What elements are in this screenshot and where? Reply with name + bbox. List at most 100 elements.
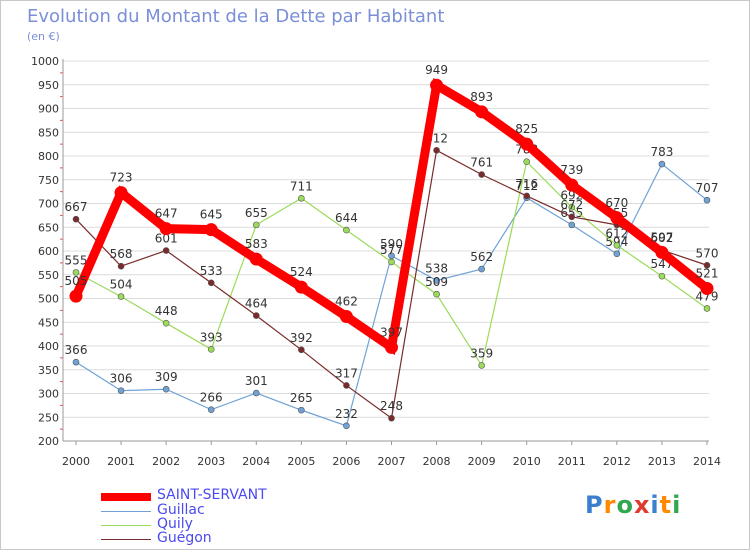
data-label-guillac: 301	[245, 374, 268, 388]
chart-unit-label: (en €)	[27, 30, 60, 43]
data-point-saint-servant	[385, 340, 398, 354]
data-point-quily	[72, 269, 80, 276]
chart-title: Evolution du Montant de la Dette par Hab…	[27, 6, 445, 27]
data-label-quily: 555	[65, 253, 88, 267]
data-point-quily	[252, 221, 260, 229]
y-tick-label: 800	[38, 150, 59, 163]
data-label-quily: 359	[470, 346, 493, 360]
x-tick-label: 2010	[513, 455, 541, 468]
data-label-guillac: 538	[425, 261, 448, 275]
data-label-guegon: 716	[515, 177, 538, 191]
data-label-guegon: 602	[650, 231, 673, 245]
data-point-quily	[162, 319, 170, 327]
data-label-guillac: 655	[560, 206, 583, 220]
data-label-saint-servant: 524	[290, 265, 313, 279]
x-tick-label: 2000	[62, 455, 90, 468]
data-label-saint-servant: 825	[515, 122, 538, 136]
data-point-guegon	[343, 382, 350, 389]
data-point-guillac	[478, 265, 485, 273]
data-label-guillac: 783	[650, 145, 673, 159]
data-point-guegon	[298, 346, 305, 354]
data-label-quily: 655	[245, 206, 268, 220]
data-label-saint-servant: 505	[65, 274, 88, 288]
data-label-quily: 393	[200, 330, 223, 344]
data-label-saint-servant: 645	[200, 208, 223, 222]
data-point-guillac	[658, 160, 666, 168]
data-point-guillac	[613, 250, 621, 258]
proxiti-logo: Proxiti	[585, 491, 681, 519]
logo-letter: i	[672, 491, 682, 519]
data-label-quily: 509	[425, 275, 448, 289]
data-label-guegon: 568	[110, 247, 133, 261]
data-point-quily	[343, 226, 350, 234]
data-point-saint-servant	[655, 245, 669, 259]
logo-letter: P	[585, 491, 604, 519]
data-label-saint-servant: 647	[155, 207, 178, 221]
data-point-quily	[568, 204, 576, 211]
data-label-guegon: 317	[335, 366, 358, 380]
data-point-quily	[658, 272, 666, 280]
data-point-guillac	[252, 389, 260, 397]
data-point-quily	[388, 258, 395, 266]
data-point-guegon	[252, 312, 260, 319]
y-tick-label: 900	[38, 103, 59, 116]
data-label-guillac: 707	[696, 181, 719, 195]
data-point-quily	[433, 290, 440, 298]
logo-letter: x	[633, 491, 651, 519]
data-label-guegon: 761	[470, 156, 493, 170]
y-tick-label: 500	[38, 293, 59, 306]
data-point-guillac	[207, 406, 215, 413]
data-label-guillac: 590	[380, 237, 403, 251]
data-label-guegon: 601	[155, 232, 178, 246]
data-point-saint-servant	[114, 186, 128, 200]
legend-swatch	[101, 525, 151, 526]
data-point-saint-servant	[339, 310, 353, 324]
data-point-quily	[613, 242, 621, 249]
data-point-saint-servant	[565, 178, 579, 192]
data-point-quily	[523, 158, 531, 165]
data-point-saint-servant	[475, 105, 489, 119]
x-tick-label: 2006	[332, 455, 360, 468]
data-label-quily: 504	[110, 278, 133, 292]
data-point-guegon	[72, 215, 80, 223]
data-point-guillac	[433, 277, 440, 284]
legend-swatch	[101, 539, 151, 540]
data-label-saint-servant: 583	[245, 237, 268, 251]
data-label-guillac: 306	[110, 372, 133, 386]
data-point-saint-servant	[610, 211, 624, 225]
data-point-saint-servant	[69, 289, 83, 303]
logo-letter: r	[603, 491, 617, 519]
data-label-quily: 612	[605, 226, 628, 240]
data-label-guegon: 248	[380, 399, 403, 413]
data-point-guillac	[703, 196, 711, 204]
x-tick-label: 2008	[423, 455, 451, 468]
x-tick-label: 2007	[378, 455, 406, 468]
data-point-saint-servant	[204, 223, 218, 237]
x-tick-label: 2012	[603, 455, 631, 468]
legend-label: SAINT-SERVANT	[157, 487, 267, 503]
data-label-saint-servant: 739	[560, 163, 583, 177]
data-label-saint-servant: 670	[605, 196, 628, 210]
x-tick-label: 2003	[197, 455, 225, 468]
x-tick-label: 2002	[152, 455, 180, 468]
data-label-guillac: 232	[335, 407, 358, 421]
y-tick-label: 300	[38, 388, 59, 401]
x-tick-label: 2011	[558, 455, 586, 468]
data-point-quily	[478, 362, 485, 369]
data-point-guillac	[162, 385, 170, 393]
x-tick-label: 2014	[693, 455, 721, 468]
data-label-quily: 644	[335, 211, 358, 225]
legend-label: Guillac	[157, 502, 205, 518]
data-point-guillac	[72, 358, 80, 366]
data-label-guegon: 667	[65, 200, 88, 214]
y-tick-label: 550	[38, 269, 59, 282]
data-label-guillac: 266	[200, 391, 223, 405]
data-label-saint-servant: 397	[380, 325, 403, 339]
data-label-quily: 577	[380, 243, 403, 257]
data-point-guegon	[523, 192, 531, 200]
data-point-saint-servant	[159, 222, 173, 236]
data-point-quily	[117, 293, 125, 300]
logo-letter: o	[616, 491, 634, 519]
